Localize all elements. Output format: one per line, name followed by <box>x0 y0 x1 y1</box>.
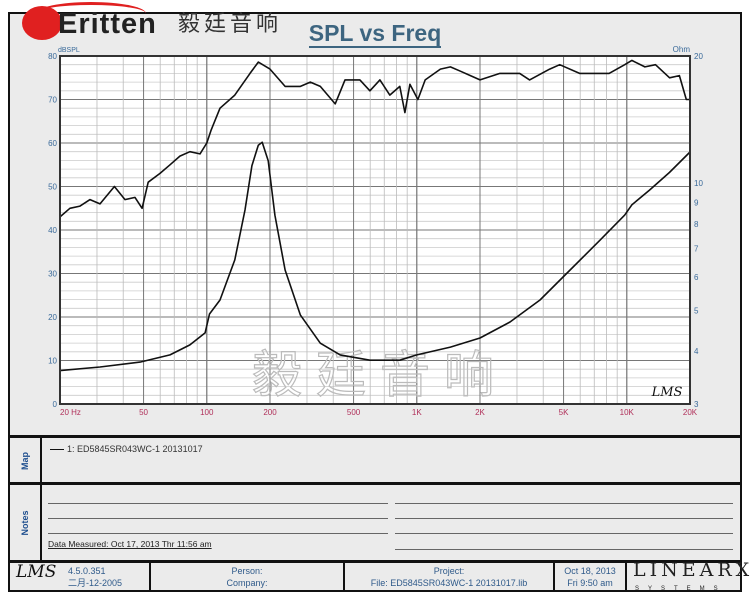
footer: LMS 4.5.0.351 二月-12-2005 Person: Company:… <box>10 559 750 593</box>
footer-date-cell: Oct 18, 2013 Fri 9:50 am <box>555 563 627 591</box>
legend-line-icon <box>50 449 64 451</box>
curves <box>59 59 691 372</box>
right-axis-label: Ohm <box>673 45 691 54</box>
right-tick-label: 6 <box>694 273 699 282</box>
map-label: Map <box>20 452 30 470</box>
spl-impedance-chart: 毅廷音响 20 Hz 50 100 200 500 1K 2K 5K 10K 20K 0 10 20 30… <box>48 45 703 417</box>
x-tick-label: 2K <box>475 408 485 417</box>
left-tick-label: 50 <box>48 183 57 192</box>
left-tick-label: 0 <box>53 400 58 409</box>
impedance-curve <box>59 141 691 372</box>
right-tick-label: 7 <box>694 245 699 254</box>
right-tick-label: 5 <box>694 306 699 315</box>
x-tick-label: 500 <box>347 408 361 417</box>
x-tick-label: 10K <box>620 408 635 417</box>
plot-border <box>59 55 691 405</box>
lms-corner-label: LMS <box>651 385 683 400</box>
x-tick-label: 1K <box>412 408 422 417</box>
chart-title: SPL vs Freq <box>308 20 442 48</box>
left-tick-label: 80 <box>48 52 57 61</box>
tick-labels: 20 Hz 50 100 200 500 1K 2K 5K 10K 20K 0 10 20 30 40 50 6… <box>48 52 703 417</box>
left-tick-label: 30 <box>48 270 57 279</box>
x-tick-label: 20 Hz <box>60 408 81 417</box>
footer-version-cell: LMS 4.5.0.351 二月-12-2005 <box>10 563 151 591</box>
data-measured: Data Measured: Oct 17, 2013 Thr 11:56 am <box>48 539 212 549</box>
right-tick-label: 3 <box>694 400 699 409</box>
right-tick-label: 4 <box>694 347 699 356</box>
left-tick-label: 20 <box>48 313 57 322</box>
left-axis-label: dBSPL <box>58 47 80 54</box>
left-tick-label: 60 <box>48 139 57 148</box>
build-date: 二月-12-2005 <box>68 578 123 588</box>
notes-section: Notes Data Measured: Oct 17, 2013 Thr 11… <box>10 482 740 561</box>
lms-logo: LMS <box>16 562 57 582</box>
map-section: Map 1: ED5845SR043WC-1 20131017 <box>10 435 740 484</box>
x-tick-label: 200 <box>263 408 277 417</box>
logo-text: Eritten <box>58 8 157 40</box>
right-tick-label: 8 <box>694 220 699 229</box>
version: 4.5.0.351 <box>68 566 106 576</box>
x-tick-label: 20K <box>683 408 698 417</box>
notes-label: Notes <box>20 510 30 536</box>
eritten-logo: Eritten 毅廷音响 <box>22 0 312 46</box>
right-tick-label: 9 <box>694 198 699 207</box>
footer-project-cell: Project: File: ED5845SR043WC-1 20131017.l… <box>345 563 555 591</box>
watermark: 毅廷音响 <box>252 346 508 404</box>
left-tick-label: 70 <box>48 96 57 105</box>
footer-person-cell: Person: Company: <box>151 563 345 591</box>
right-tick-label: 10 <box>694 179 703 188</box>
right-tick-label: 20 <box>694 52 703 61</box>
linearx-logo: LINEARX SYSTEMS <box>633 559 750 593</box>
left-tick-label: 40 <box>48 226 57 235</box>
x-tick-label: 5K <box>559 408 569 417</box>
logo-text-cn: 毅廷音响 <box>178 12 283 37</box>
map-entry: 1: ED5845SR043WC-1 20131017 <box>50 444 203 454</box>
left-tick-label: 10 <box>48 357 57 366</box>
spl-curve <box>59 59 690 218</box>
x-tick-label: 100 <box>200 408 214 417</box>
x-tick-label: 50 <box>139 408 148 417</box>
